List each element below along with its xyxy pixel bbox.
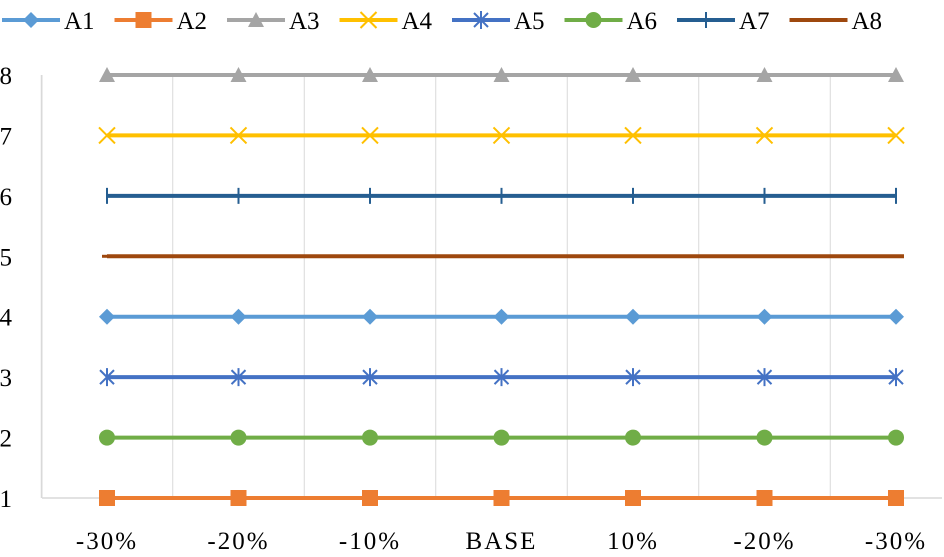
legend-item-a3: A3	[227, 8, 320, 35]
legend-marker	[359, 11, 378, 29]
series-a3	[99, 67, 904, 82]
data-point	[888, 490, 904, 506]
data-point	[362, 368, 378, 387]
data-point	[756, 308, 773, 325]
series-a7	[106, 187, 897, 204]
data-point	[362, 67, 378, 82]
legend-item-a5: A5	[452, 8, 545, 35]
data-point	[99, 308, 115, 325]
data-point	[756, 490, 773, 506]
y-tick-labels: 1 2 3 4 5 6 7 8	[0, 63, 13, 513]
data-point	[888, 368, 904, 387]
series-a6	[99, 429, 904, 446]
series-a2	[99, 490, 904, 506]
data-point	[493, 368, 510, 387]
legend-marker	[473, 11, 489, 29]
x-tick-label: -10%	[339, 528, 401, 555]
y-tick-label: 1	[0, 486, 12, 513]
data-point	[888, 429, 904, 446]
data-point	[625, 67, 641, 82]
data-point	[756, 368, 773, 387]
legend-label: A4	[402, 8, 433, 35]
data-point	[361, 126, 379, 145]
data-point	[230, 429, 247, 446]
data-point	[362, 490, 378, 506]
legend-marker	[135, 12, 152, 28]
data-point	[756, 429, 773, 446]
legend-label: A5	[514, 8, 545, 35]
data-point	[98, 126, 116, 145]
data-point	[755, 126, 774, 145]
series-a5	[99, 368, 904, 387]
legend: A1 A2 A3 A4 A5 A6 A7 A8	[2, 8, 882, 35]
data-point	[99, 368, 115, 387]
x-tick-label: -20%	[207, 528, 269, 555]
y-tick-label: 5	[0, 244, 12, 271]
legend-item-a6: A6	[564, 8, 658, 35]
series-a4	[98, 126, 905, 145]
legend-marker	[248, 12, 264, 27]
x-tick-labels: -30% -20% -10% BASE 10% -20% -30%	[76, 528, 927, 555]
data-point	[230, 490, 247, 506]
y-tick-label: 2	[0, 426, 12, 453]
x-tick-label: -30%	[865, 528, 927, 555]
data-point	[625, 368, 641, 387]
y-tick-label: 8	[0, 63, 12, 90]
data-point	[229, 126, 248, 145]
data-point	[493, 67, 510, 82]
data-point	[99, 429, 115, 446]
data-point	[230, 67, 247, 82]
legend-item-a2: A2	[114, 8, 208, 35]
y-tick-label: 7	[0, 123, 12, 150]
legend-marker	[23, 12, 39, 28]
data-point	[362, 308, 378, 325]
series-a1	[99, 308, 904, 325]
data-point	[888, 67, 904, 82]
axes	[41, 75, 942, 499]
data-point	[493, 429, 510, 446]
legend-label: A7	[739, 8, 770, 35]
legend-item-a1: A1	[2, 8, 95, 35]
legend-label: A2	[177, 8, 208, 35]
gridlines	[40, 75, 831, 498]
x-tick-label: BASE	[466, 528, 538, 555]
legend-marker	[585, 12, 602, 28]
x-tick-label: -20%	[733, 528, 795, 555]
x-tick-label: -30%	[76, 528, 138, 555]
data-point	[362, 429, 378, 446]
legend-label: A8	[852, 8, 883, 35]
y-tick-label: 6	[0, 184, 12, 211]
legend-item-a4: A4	[339, 8, 433, 35]
y-tick-label: 4	[0, 305, 13, 332]
legend-label: A1	[64, 8, 95, 35]
data-point	[625, 308, 641, 325]
data-point	[493, 308, 510, 325]
series-lines	[98, 67, 905, 506]
data-point	[625, 429, 641, 446]
data-point	[756, 67, 773, 82]
legend-item-a7: A7	[677, 8, 770, 35]
data-point	[99, 67, 115, 82]
data-point	[888, 308, 904, 325]
legend-label: A6	[627, 8, 658, 35]
legend-label: A3	[289, 8, 320, 35]
data-point	[624, 126, 642, 145]
x-tick-label: 10%	[607, 528, 659, 555]
y-tick-label: 3	[0, 365, 12, 392]
data-point	[625, 490, 641, 506]
data-point	[492, 126, 511, 145]
data-point	[230, 308, 247, 325]
data-point	[887, 126, 905, 145]
data-point	[493, 490, 510, 506]
data-point	[99, 490, 115, 506]
legend-item-a8: A8	[789, 8, 883, 35]
data-point	[230, 368, 247, 387]
